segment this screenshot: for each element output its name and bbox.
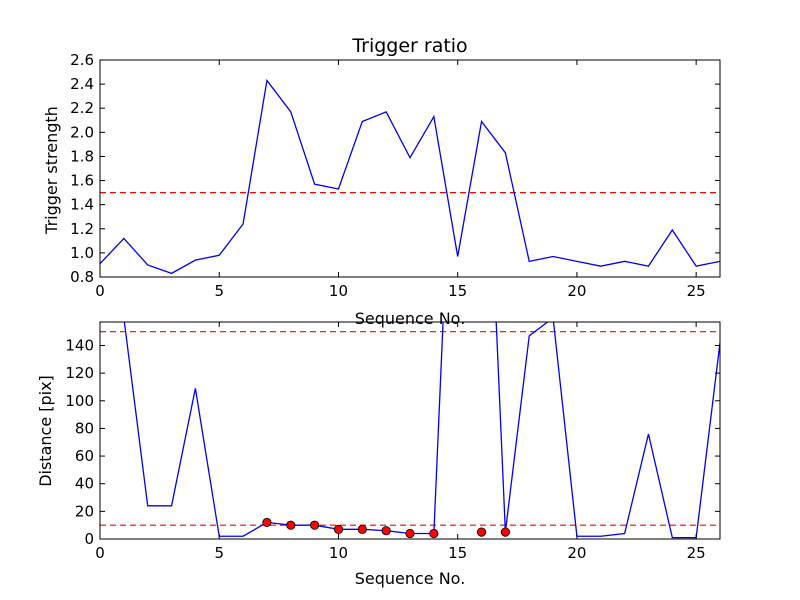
bottom-data-marker — [262, 517, 272, 528]
bottom-y-axis-label: Distance [pix] — [36, 375, 55, 487]
top-x-tick-label: 5 — [214, 282, 224, 300]
top-plot-content — [100, 78, 720, 275]
bottom-data-marker — [333, 524, 344, 534]
bottom-data-marker — [357, 524, 367, 534]
bottom-y-tick-label: 60 — [75, 447, 94, 465]
bottom-x-tick-label: 20 — [567, 544, 586, 562]
top-y-tick-label: 1.4 — [70, 196, 94, 214]
bottom-data-marker — [381, 526, 391, 536]
top-y-tick-label: 2.0 — [70, 123, 94, 141]
bottom-x-axis-label: Sequence No. — [355, 569, 466, 588]
bottom-y-tick-label: 120 — [65, 364, 94, 382]
bottom-x-tick-label: 25 — [687, 544, 706, 562]
top-x-tick-label: 20 — [567, 282, 586, 300]
bottom-data-marker — [286, 520, 296, 530]
top-series-line — [100, 78, 720, 275]
bottom-y-tick-label: 140 — [65, 336, 94, 354]
bottom-y-tick-label: 0 — [84, 530, 94, 548]
bottom-x-tick-label: 15 — [448, 544, 467, 562]
top-y-tick-label: 1.0 — [70, 244, 94, 262]
bottom-plot-area: 0 5 10 15 20 25 0 20 40 60 80 100 120 140 — [65, 321, 721, 562]
top-y-axis-label: Trigger strength — [42, 106, 61, 235]
bottom-y-tick-label: 80 — [75, 419, 94, 437]
bottom-plot-content — [100, 322, 720, 539]
bottom-data-marker — [405, 528, 415, 539]
bottom-data-marker — [476, 527, 487, 537]
top-x-tick-label: 15 — [448, 282, 467, 300]
bottom-data-marker — [429, 528, 439, 539]
top-axes-frame — [99, 59, 721, 278]
top-x-tick-label: 10 — [329, 282, 348, 300]
bottom-data-marker — [310, 520, 320, 530]
top-y-tick-label: 2.6 — [70, 51, 94, 69]
bottom-x-tick-label: 10 — [329, 544, 348, 562]
bottom-x-tick-label: 0 — [95, 544, 105, 562]
top-x-tick-label: 0 — [95, 282, 105, 300]
top-y-tick-label: 1.6 — [70, 172, 94, 190]
top-y-tick-label: 1.8 — [70, 147, 94, 165]
bottom-x-tick-label: 5 — [214, 544, 224, 562]
top-x-tick-label: 25 — [687, 282, 706, 300]
top-plot-area: 0 5 10 15 20 25 0.8 1.0 1.2 1.4 1.6 1.8 2.0 2.2 2.4 2.6 — [70, 51, 721, 300]
bottom-axes-frame — [99, 321, 721, 540]
bottom-y-tick-label: 40 — [75, 475, 94, 493]
top-chart-title: Trigger ratio — [351, 35, 467, 57]
bottom-data-marker — [500, 527, 510, 537]
top-y-tick-label: 2.4 — [70, 75, 94, 93]
top-y-tick-label: 2.2 — [70, 99, 94, 117]
top-y-tick-label: 0.8 — [70, 268, 94, 286]
top-x-axis-label: Sequence No. — [355, 309, 466, 328]
top-y-tick-label: 1.2 — [70, 220, 94, 238]
bottom-y-tick-label: 100 — [65, 392, 94, 410]
bottom-y-tick-label: 20 — [75, 502, 94, 520]
